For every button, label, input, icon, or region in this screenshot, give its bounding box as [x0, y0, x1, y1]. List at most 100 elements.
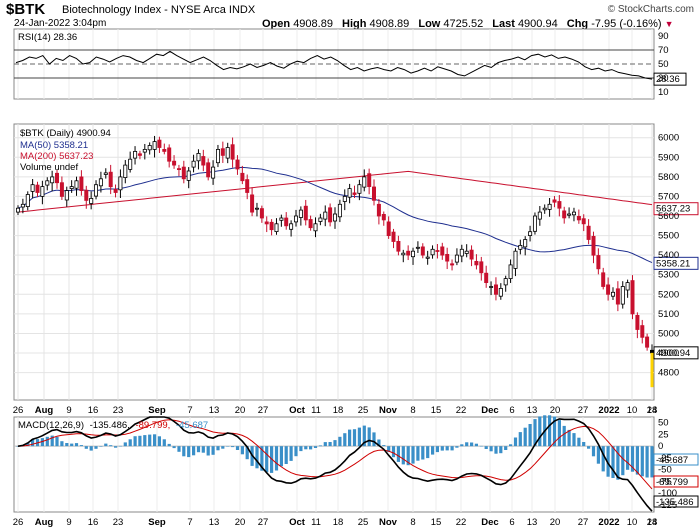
candle-body [362, 176, 367, 188]
x-tick-label: 24 [647, 517, 658, 528]
candle-body [15, 207, 20, 213]
candle-body [308, 219, 313, 229]
macd-histogram-bar [372, 432, 376, 447]
x-tick-label: Dec [481, 405, 498, 416]
macd-histogram-bar [611, 446, 615, 478]
candle-body [459, 248, 464, 257]
candle-body [537, 211, 542, 220]
candle-body [635, 314, 640, 330]
candle-body [342, 195, 347, 202]
x-tick-label: 6 [509, 517, 514, 528]
x-tick-label: 16 [88, 405, 99, 416]
candle-body [128, 158, 133, 170]
price-y-tick: 5000 [658, 328, 679, 339]
x-tick-label: Nov [379, 517, 398, 528]
price-y-tick: 5700 [658, 191, 679, 202]
candle-body [147, 145, 152, 151]
x-tick-label: 23 [113, 517, 124, 528]
ma50-last-label: 5358.21 [656, 258, 690, 269]
candle-body [576, 215, 581, 221]
macd-last-label-box [653, 495, 699, 508]
x-tick-label: 27 [578, 517, 589, 528]
candle-body [220, 148, 225, 156]
macd-histogram-bar [323, 442, 327, 447]
macd-histogram-bar [352, 429, 357, 447]
macd-histogram-bar [494, 446, 498, 454]
candle-body [391, 231, 396, 242]
candle-body [191, 160, 196, 168]
candle-body [533, 215, 538, 232]
candle-body [513, 250, 518, 269]
macd-histogram-bar [391, 446, 396, 458]
macd-histogram-bar [16, 446, 20, 447]
macd-histogram-bar [201, 446, 205, 453]
candle-body [445, 253, 450, 262]
x-tick-label: 20 [550, 405, 561, 416]
macd-histogram-bar [635, 446, 639, 475]
candle-body [79, 176, 84, 191]
open-label: Open [262, 18, 291, 30]
chg-value: -7.95 (-0.16%) [591, 18, 662, 30]
macd-histogram-bar [328, 442, 332, 447]
x-tick-label: 18 [647, 517, 658, 528]
x-tick-label: 23 [113, 405, 124, 416]
candle-body [606, 284, 611, 295]
macd-histogram-bar [304, 446, 308, 450]
rsi-y-tick: 70 [658, 45, 669, 56]
candle-body [581, 218, 586, 225]
macd-histogram-bar [167, 443, 171, 447]
macd-histogram-bar [470, 442, 474, 447]
price-y-tick: 5600 [658, 211, 679, 222]
candle-body [25, 194, 30, 208]
macd-histogram-bar [172, 446, 176, 449]
candle-body [357, 184, 362, 194]
macd-histogram-bar [518, 432, 522, 447]
x-tick-label: Oct [289, 517, 306, 528]
x-tick-label: 10 [627, 517, 638, 528]
macd-histogram-bar [440, 446, 444, 451]
price-y-tick: 4800 [658, 368, 679, 379]
x-tick-label: 20 [235, 517, 246, 528]
macd-histogram-bar [192, 446, 196, 456]
macd-y-tick: -100 [658, 488, 677, 499]
candle-body [250, 194, 255, 213]
macd-histogram-bar [489, 446, 493, 452]
macd-histogram-bar [650, 446, 654, 478]
macd-histogram-bar [435, 446, 439, 453]
low-value: 4725.52 [443, 18, 484, 30]
candle-body [215, 148, 220, 164]
candle-body [167, 147, 172, 162]
candle-body [201, 156, 206, 166]
macd-histogram-bar [50, 435, 54, 447]
macd-histogram-bar [45, 436, 49, 447]
macd-legend-macd: -135.486, [90, 420, 130, 431]
macd-histogram-bar [265, 446, 269, 473]
macd-histogram-bar [406, 446, 410, 466]
candle-body [89, 197, 94, 204]
macd-histogram-bar [591, 446, 596, 457]
svg-text:MACD(12,26,9) -135.486,: MACD(12,26,9) -135.486, -89.799, -45.687 [18, 420, 208, 431]
candle-body [376, 203, 381, 217]
candle-body [386, 221, 391, 236]
macd-histogram-bar [484, 446, 488, 449]
candle-body [406, 250, 411, 256]
watermark: © StockCharts.com [607, 4, 694, 15]
macd-histogram-bar [513, 437, 518, 447]
x-tick-label: 25 [358, 517, 369, 528]
rsi-last-box [653, 72, 687, 86]
macd-histogram-bar [279, 446, 283, 467]
macd-histogram-bar [333, 440, 337, 447]
macd-histogram-bar [79, 445, 83, 447]
candle-body [84, 189, 89, 201]
candle-body [279, 217, 284, 221]
macd-histogram-bar [387, 446, 391, 452]
macd-hist-last-label-box [653, 453, 699, 466]
macd-y-tick: 25 [658, 429, 669, 440]
price-y-tick: 5900 [658, 152, 679, 163]
x-tick-label: 20 [235, 405, 246, 416]
macd-histogram-bar [294, 446, 298, 457]
macd-y-tick: 50 [658, 418, 669, 429]
macd-signal-last-label-box [653, 475, 699, 488]
x-tick-label: 24 [647, 405, 658, 416]
x-tick-label: 7 [187, 405, 192, 416]
